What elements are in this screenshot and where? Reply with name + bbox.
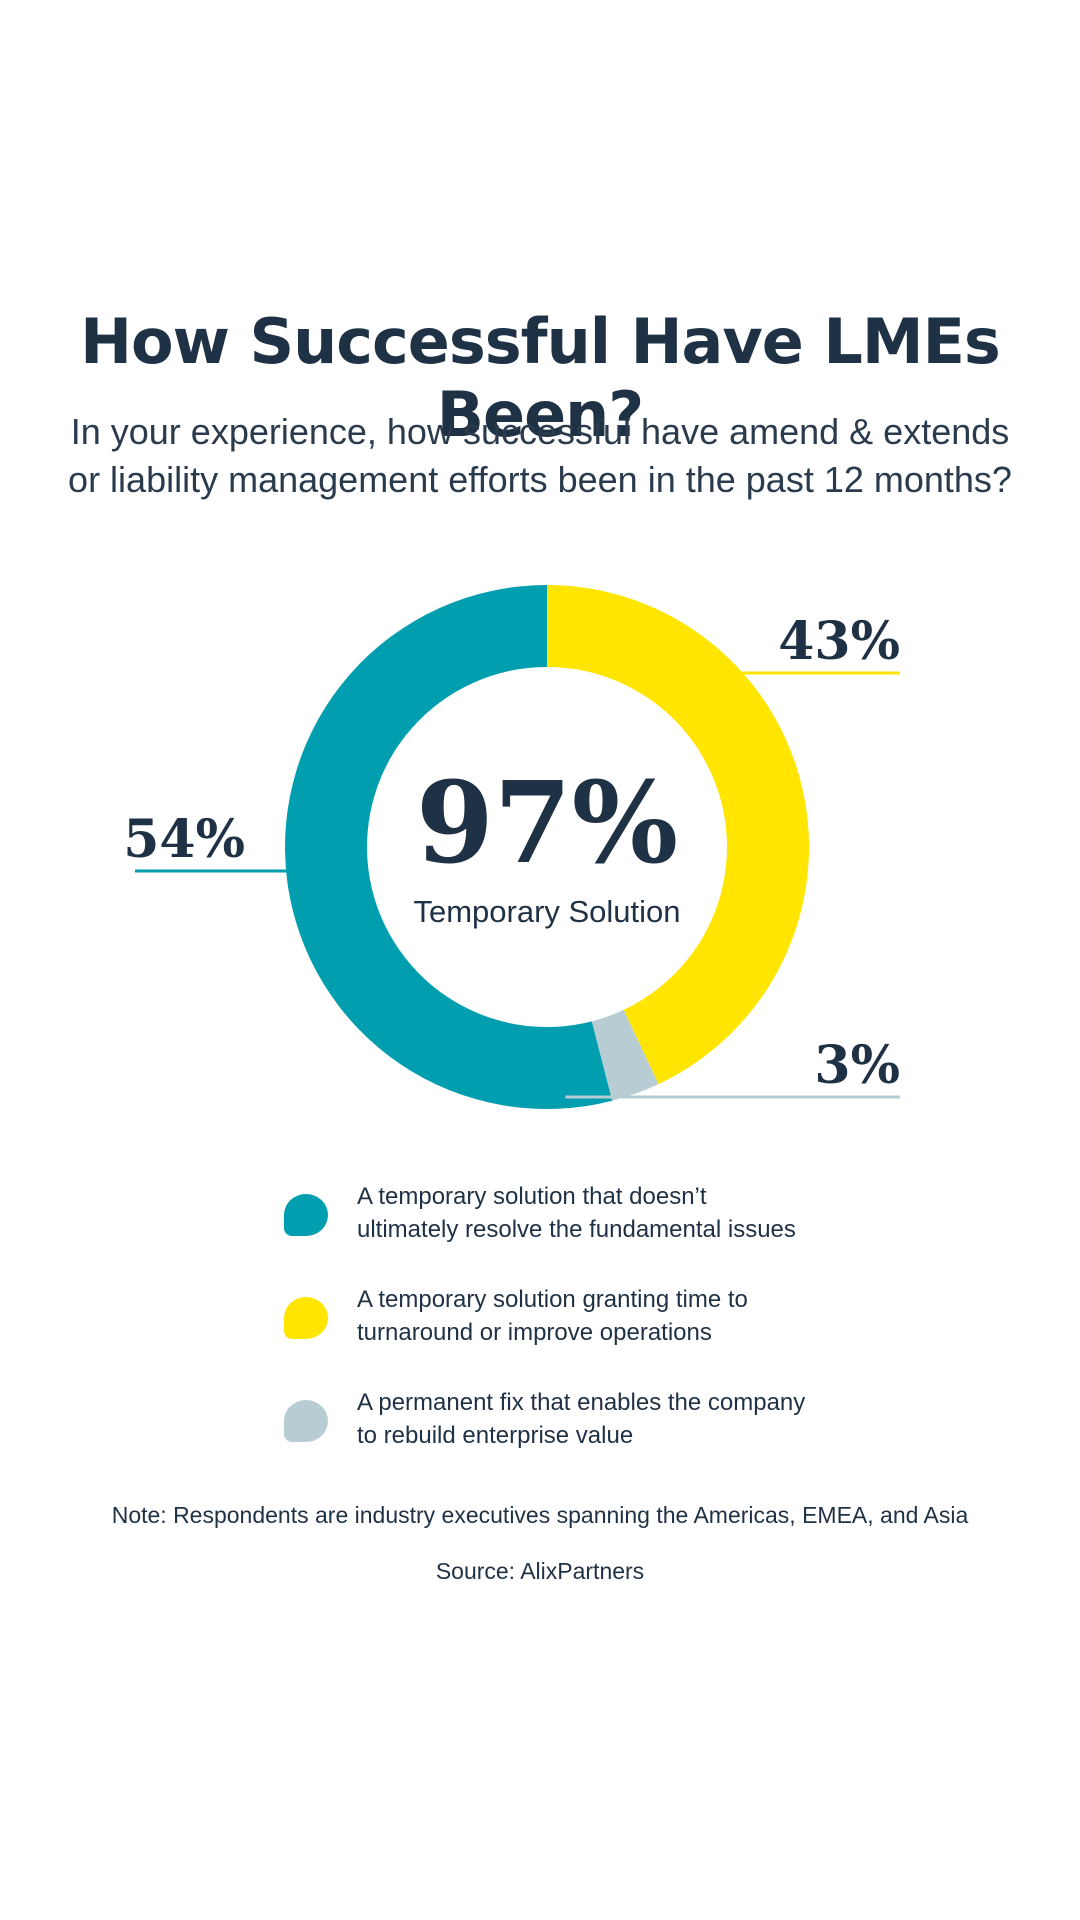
legend-label-line: A temporary solution granting time to (357, 1286, 748, 1313)
legend-item: A temporary solution that doesn’t ultima… (282, 1180, 902, 1246)
donut-chart: 43% 54% 3% 97% Temporary Solution (123, 585, 900, 1109)
chart-subtitle: In your experience, how successful have … (60, 408, 1020, 504)
slice-value-label: 54% (123, 809, 245, 870)
legend-swatch (284, 1297, 328, 1339)
legend-swatch (284, 1194, 328, 1236)
legend: A temporary solution that doesn’t ultima… (282, 1180, 902, 1489)
subtitle-line: or liability management efforts been in … (68, 459, 1012, 500)
legend-label-line: to rebuild enterprise value (357, 1422, 634, 1449)
legend-label-line: A temporary solution that doesn’t (357, 1183, 707, 1210)
donut-slice (284, 585, 613, 1109)
legend-item: A temporary solution granting time to tu… (282, 1283, 902, 1349)
legend-label-line: ultimately resolve the fundamental issue… (357, 1216, 796, 1243)
chart-title: How Successful Have LMEs Been? (80, 305, 1001, 451)
donut-slice (547, 585, 809, 1085)
center-value: 97% (416, 758, 678, 889)
center-label: Temporary Solution (413, 894, 680, 929)
slice-value-label: 3% (814, 1035, 900, 1096)
legend-swatch (284, 1400, 328, 1442)
slice-value-label: 43% (778, 611, 900, 672)
legend-label-line: turnaround or improve operations (357, 1319, 712, 1346)
donut-slice (591, 1009, 659, 1101)
legend-label: A temporary solution granting time to tu… (357, 1283, 748, 1349)
subtitle-line: In your experience, how successful have … (70, 411, 1010, 452)
legend-label: A temporary solution that doesn’t ultima… (357, 1180, 796, 1246)
legend-label-line: A permanent fix that enables the company (357, 1389, 806, 1416)
legend-item: A permanent fix that enables the company… (282, 1386, 902, 1452)
chart-note: Note: Respondents are industry executive… (111, 1502, 969, 1528)
legend-label: A permanent fix that enables the company… (357, 1386, 805, 1452)
chart-source: Source: AlixPartners (435, 1558, 645, 1584)
